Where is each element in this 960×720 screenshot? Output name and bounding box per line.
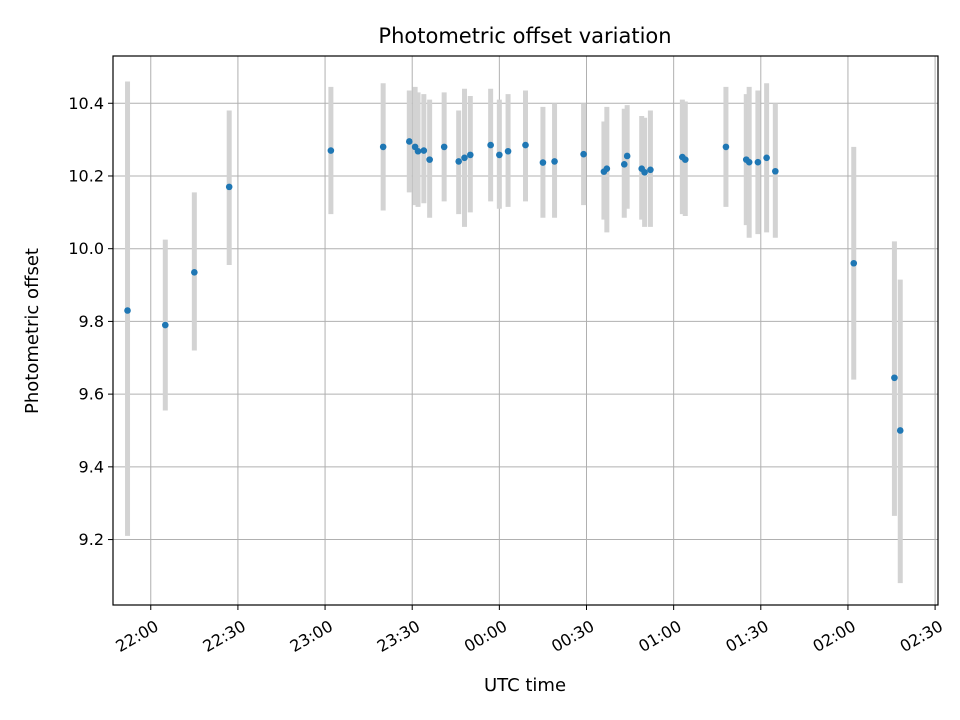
y-axis-title: Photometric offset [22,248,43,414]
data-point [414,147,422,155]
data-point [420,147,428,154]
data-point [379,143,387,151]
plot-area-frame [112,55,939,606]
data-point [467,151,474,159]
y-tick-label: 9.6 [79,385,104,404]
y-tick-label: 10.4 [68,94,104,113]
data-point [496,151,503,159]
data-point [455,158,462,165]
y-axis-ticks: 9.2 9.4 9.6 9.8 10.0 10.2 10.4 [68,94,113,549]
data-point [647,166,654,174]
data-point [623,152,631,160]
data-point [327,147,335,154]
data-point [161,321,169,329]
data-point [440,143,448,151]
data-point [225,183,233,191]
data-point [580,150,587,158]
data-point [745,158,753,166]
data-point [124,307,131,314]
data-point [461,154,468,162]
y-tick-label: 9.8 [79,312,104,331]
data-point [896,427,904,434]
data-point [487,141,494,149]
chart-title: Photometric offset variation [378,24,671,48]
data-point [504,147,512,155]
data-point [763,154,770,162]
y-tick-label: 10.2 [68,166,104,185]
data-point [522,141,529,149]
data-point [772,167,779,175]
x-axis-title: UTC time [484,675,566,696]
y-tick-label: 10.0 [68,239,104,258]
data-point [891,374,898,382]
data-point [722,143,730,151]
data-point [406,138,413,145]
data-point [620,161,628,168]
y-tick-label: 9.4 [79,457,104,476]
data-point [551,158,558,165]
data-point [426,156,433,163]
data-point [850,259,858,267]
data-point [641,169,648,176]
y-tick-label: 9.2 [79,530,104,549]
data-point [539,159,547,166]
data-points [124,138,904,434]
data-point [754,158,762,166]
data-point [681,156,689,163]
data-point [603,165,611,173]
data-point [191,269,198,276]
